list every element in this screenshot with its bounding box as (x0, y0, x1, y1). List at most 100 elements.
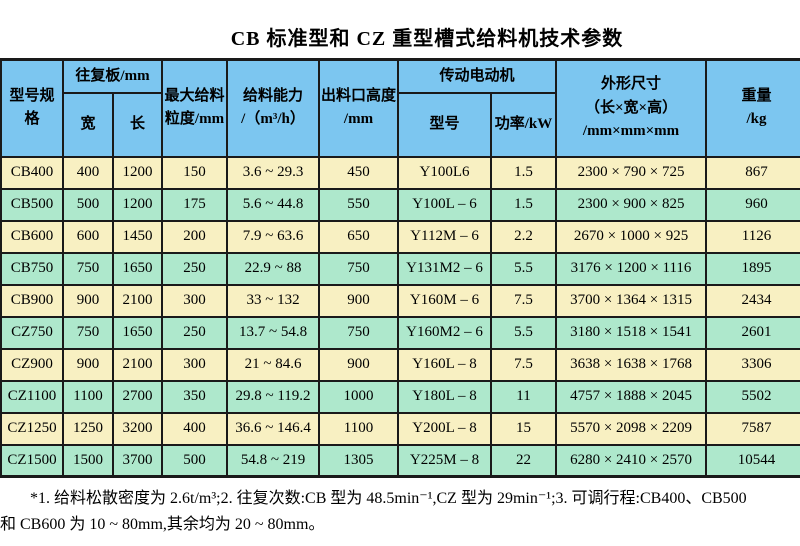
cell-motor-model: Y225M – 8 (397, 443, 493, 478)
cell-feed-capacity: 13.7 ~ 54.8 (226, 315, 321, 350)
cell-motor-model: Y160L – 8 (397, 347, 493, 382)
page-title: CB 标准型和 CZ 重型槽式给料机技术参数 (230, 28, 624, 50)
cell-feed-capacity: 22.9 ~ 88 (226, 251, 321, 286)
cell-outlet-height: 750 (318, 251, 400, 286)
table-row: CB400 400 1200 150 3.6 ~ 29.3 450 Y100L6… (0, 155, 800, 190)
cell-model: CZ1250 (0, 411, 64, 446)
cell-motor-power: 7.5 (490, 283, 558, 318)
cell-weight: 2434 (705, 283, 800, 318)
cell-max-feed-size: 250 (161, 251, 229, 286)
table-row: CB500 500 1200 175 5.6 ~ 44.8 550 Y100L … (0, 187, 800, 222)
cell-model: CZ1500 (0, 443, 64, 478)
cell-plate-length: 1650 (111, 251, 164, 286)
table-row: CZ1250 1250 3200 400 36.6 ~ 146.4 1100 Y… (0, 411, 800, 446)
cell-max-feed-size: 150 (161, 155, 229, 190)
cell-plate-length: 3700 (111, 443, 164, 478)
header-row-1: 型号规格 往复板/mm 最大给料 粒度/mm 给料能力 /（m³/h） 出料口高… (0, 58, 800, 158)
cell-motor-power: 5.5 (490, 251, 558, 286)
cell-feed-capacity: 36.6 ~ 146.4 (226, 411, 321, 446)
cell-feed-capacity: 21 ~ 84.6 (226, 347, 321, 382)
cell-motor-power: 22 (490, 443, 558, 478)
header-weight: 重量 /kg (705, 58, 800, 158)
cell-plate-length: 1650 (111, 315, 164, 350)
cell-weight: 1895 (705, 251, 800, 286)
cell-plate-length: 2100 (111, 283, 164, 318)
cell-weight: 10544 (705, 443, 800, 478)
cell-motor-model: Y100L6 (397, 155, 493, 190)
cell-dimensions: 6280 × 2410 × 2570 (555, 443, 708, 478)
cell-motor-model: Y112M – 6 (397, 219, 493, 254)
cell-motor-model: Y200L – 8 (397, 411, 493, 446)
cell-model: CB500 (0, 187, 64, 222)
cell-outlet-height: 1100 (318, 411, 400, 446)
cell-weight: 960 (705, 187, 800, 222)
cell-motor-model: Y100L – 6 (397, 187, 493, 222)
cell-weight: 3306 (705, 347, 800, 382)
cell-model: CB750 (0, 251, 64, 286)
cell-model: CB400 (0, 155, 64, 190)
cell-dimensions: 3700 × 1364 × 1315 (555, 283, 708, 318)
cell-max-feed-size: 500 (161, 443, 229, 478)
cell-motor-power: 2.2 (490, 219, 558, 254)
footnote-line-2: 和 CB600 为 10 ~ 80mm,其余均为 20 ~ 80mm。 (0, 516, 325, 533)
cell-max-feed-size: 200 (161, 219, 229, 254)
cell-motor-model: Y131M2 – 6 (397, 251, 493, 286)
cell-model: CZ900 (0, 347, 64, 382)
cell-motor-power: 15 (490, 411, 558, 446)
footnote-line-1: *1. 给料松散密度为 2.6t/m³;2. 往复次数:CB 型为 48.5mi… (30, 490, 747, 507)
cell-outlet-height: 750 (318, 315, 400, 350)
cell-max-feed-size: 300 (161, 283, 229, 318)
cell-plate-length: 3200 (111, 411, 164, 446)
cell-plate-width: 400 (62, 155, 114, 190)
cell-plate-width: 1100 (62, 379, 114, 414)
cell-plate-width: 750 (62, 315, 114, 350)
table-row: CZ1500 1500 3700 500 54.8 ~ 219 1305 Y22… (0, 443, 800, 478)
cell-feed-capacity: 33 ~ 132 (226, 283, 321, 318)
cell-model: CB900 (0, 283, 64, 318)
cell-plate-width: 900 (62, 347, 114, 382)
header-recip-plate: 往复板/mm (61, 58, 164, 94)
header-row-2: 宽 长 型号 功率/kW (1, 91, 800, 158)
header-motor-model: 型号 (397, 91, 493, 158)
table-row: CB900 900 2100 300 33 ~ 132 900 Y160M – … (0, 283, 800, 318)
header-plate-width: 宽 (62, 91, 114, 158)
cell-max-feed-size: 350 (161, 379, 229, 414)
table-row: CZ1100 1100 2700 350 29.8 ~ 119.2 1000 Y… (0, 379, 800, 414)
cell-plate-length: 1450 (111, 219, 164, 254)
cell-weight: 1126 (705, 219, 800, 254)
cell-model: CB600 (0, 219, 64, 254)
cell-plate-length: 2700 (111, 379, 164, 414)
cell-weight: 2601 (705, 315, 800, 350)
cell-model: CZ1100 (0, 379, 64, 414)
cell-weight: 5502 (705, 379, 800, 414)
table-row: CZ750 750 1650 250 13.7 ~ 54.8 750 Y160M… (0, 315, 800, 350)
cell-outlet-height: 1000 (318, 379, 400, 414)
table-row: CB750 750 1650 250 22.9 ~ 88 750 Y131M2 … (0, 251, 800, 286)
table-row: CB600 600 1450 200 7.9 ~ 63.6 650 Y112M … (0, 219, 800, 254)
cell-dimensions: 2300 × 790 × 725 (555, 155, 708, 190)
cell-dimensions: 2300 × 900 × 825 (555, 187, 708, 222)
cell-max-feed-size: 400 (161, 411, 229, 446)
header-drive-motor: 传动电动机 (397, 58, 558, 94)
cell-plate-length: 1200 (111, 155, 164, 190)
cell-motor-power: 11 (490, 379, 558, 414)
header-outlet-height: 出料口高度 /mm (318, 58, 400, 158)
cell-weight: 7587 (705, 411, 800, 446)
cell-dimensions: 2670 × 1000 × 925 (555, 219, 708, 254)
cell-dimensions: 3638 × 1638 × 1768 (555, 347, 708, 382)
header-plate-length: 长 (111, 91, 164, 158)
cell-feed-capacity: 5.6 ~ 44.8 (226, 187, 321, 222)
header-max-feed-size: 最大给料 粒度/mm (161, 58, 229, 158)
cell-outlet-height: 1305 (318, 443, 400, 478)
cell-dimensions: 4757 × 1888 × 2045 (555, 379, 708, 414)
cell-plate-width: 1250 (62, 411, 114, 446)
cell-feed-capacity: 29.8 ~ 119.2 (226, 379, 321, 414)
cell-feed-capacity: 3.6 ~ 29.3 (226, 155, 321, 190)
cell-dimensions: 3180 × 1518 × 1541 (555, 315, 708, 350)
cell-outlet-height: 550 (318, 187, 400, 222)
cell-dimensions: 5570 × 2098 × 2209 (555, 411, 708, 446)
header-model-spec: 型号规格 (0, 58, 64, 158)
cell-plate-width: 1500 (62, 443, 114, 478)
cell-plate-length: 2100 (111, 347, 164, 382)
